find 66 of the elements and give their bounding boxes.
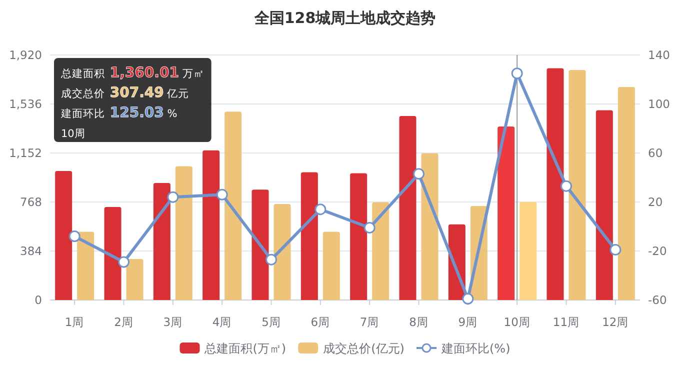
bar: [421, 153, 438, 300]
x-tick-label: 7周: [360, 315, 380, 329]
point: [462, 293, 474, 305]
point: [560, 180, 572, 192]
y2-tick-label: -20: [648, 244, 667, 258]
x-tick-label: 4周: [212, 315, 232, 329]
y2-tick-label: 60: [648, 146, 663, 160]
bar: [350, 173, 368, 300]
annotation: 建面环比 125.03 %: [60, 105, 178, 121]
point: [216, 188, 228, 200]
bar: [55, 170, 72, 300]
annotation: 成交总价 307.49 亿元: [61, 85, 190, 101]
point: [167, 191, 179, 203]
bar: [224, 112, 242, 300]
legend-label: 建面环比(%): [440, 342, 510, 356]
x-tick-label: 1周: [64, 315, 84, 329]
bar: [153, 182, 170, 300]
x-tick-label: 2周: [114, 315, 134, 329]
x-tick-label: 3周: [163, 315, 183, 329]
x-tick-label: 12周: [602, 315, 629, 329]
bar: [274, 204, 291, 300]
point: [364, 222, 376, 234]
y2-tick-label: -60: [648, 293, 667, 307]
point: [413, 168, 424, 180]
x-tick-label: 11周: [552, 315, 580, 329]
x-tick-label: 10周: [504, 315, 530, 329]
y-tick-label: 1,920: [9, 48, 42, 62]
bar: [202, 150, 220, 300]
legend-label: 总建面积(万㎡): [204, 342, 286, 356]
bar: [175, 166, 192, 300]
bar: [520, 202, 537, 300]
bar: [252, 190, 269, 300]
annotation: 总建面积 1,360.01 万㎡: [60, 65, 204, 81]
bar: [546, 68, 564, 300]
legend-label: 成交总价(亿元): [323, 342, 404, 356]
x-tick-label: 6周: [310, 315, 330, 329]
point: [118, 256, 130, 268]
y2-tick-label: 100: [648, 97, 670, 111]
bar: [372, 202, 390, 300]
bar: [126, 259, 144, 300]
x-tick-label: 9周: [458, 315, 478, 329]
bar: [77, 232, 94, 300]
point: [68, 230, 80, 242]
bar: [322, 232, 340, 300]
point: [266, 254, 277, 266]
bar: [498, 126, 515, 300]
y-tick-label: 0: [34, 293, 42, 307]
annotation: 10周: [61, 128, 86, 140]
y-tick-label: 768: [20, 195, 42, 209]
bar: [568, 70, 586, 300]
x-tick-label: 8周: [409, 315, 428, 329]
y-tick-label: 1,152: [9, 146, 42, 160]
y2-tick-label: 20: [648, 195, 663, 209]
bar: [300, 172, 318, 300]
chart-title: 全国128城周土地成交趋势: [253, 9, 436, 27]
y2-tick-label: 140: [648, 48, 670, 62]
y-tick-label: 1,536: [9, 97, 42, 111]
bar: [399, 116, 416, 300]
point: [314, 204, 326, 216]
point: [610, 244, 622, 256]
point: [511, 68, 523, 80]
y-tick-label: 384: [20, 244, 42, 258]
bar: [618, 87, 635, 300]
bar: [104, 206, 122, 300]
x-tick-label: 5周: [262, 315, 281, 329]
bar: [596, 110, 613, 300]
